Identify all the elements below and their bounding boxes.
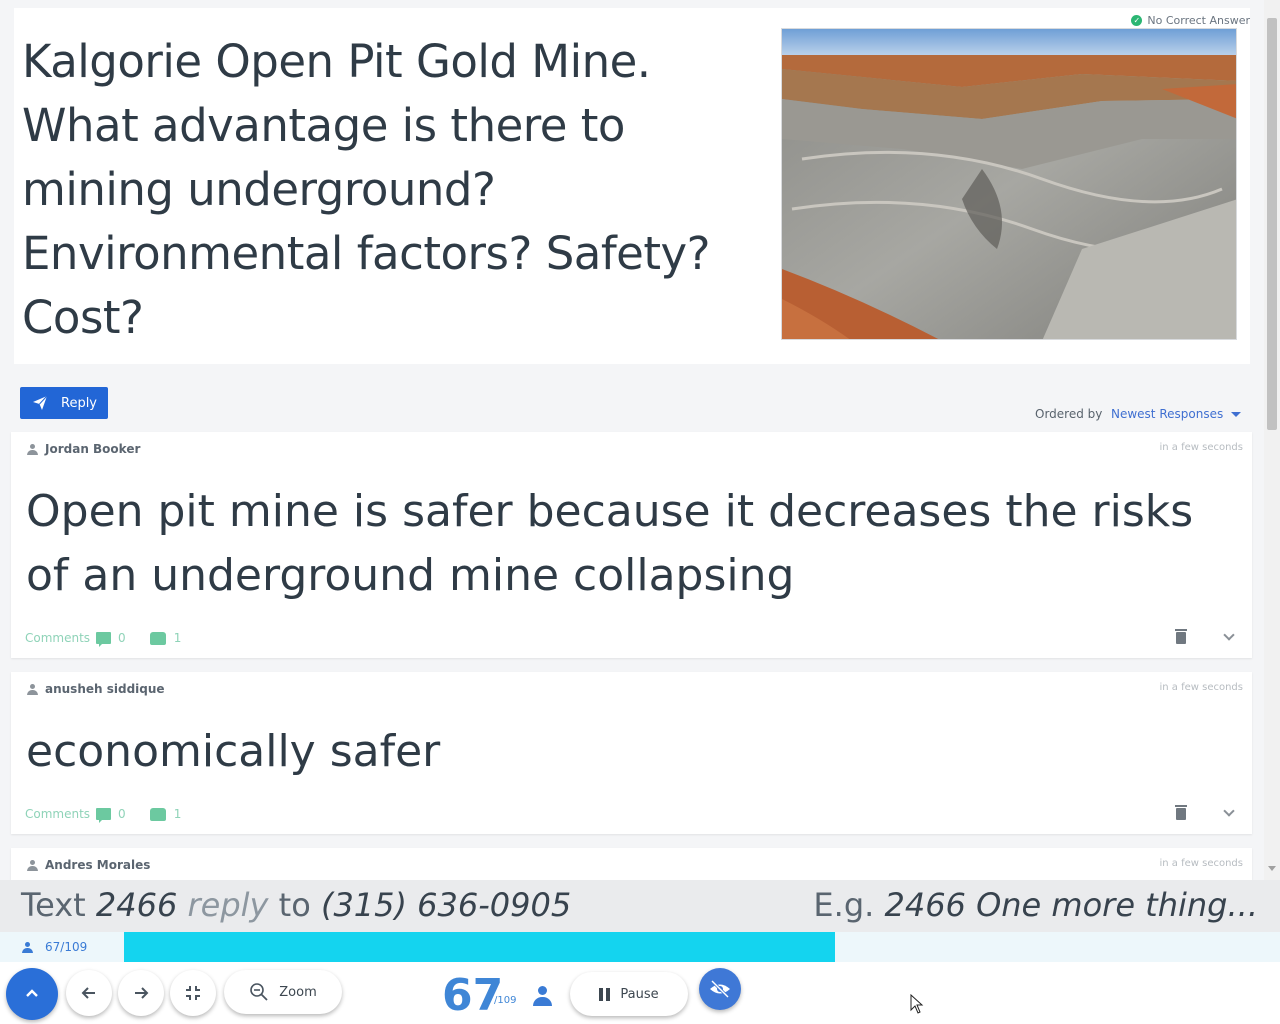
comments-count: 0: [118, 807, 126, 821]
response-author-name: Andres Morales: [45, 858, 151, 872]
arrow-left-icon: [81, 987, 95, 999]
sms-code: 2466: [95, 886, 178, 924]
trash-icon[interactable]: [1175, 629, 1187, 644]
ordered-by-label: Ordered by: [1035, 407, 1103, 421]
comments-link[interactable]: Comments: [25, 807, 91, 821]
reply-button-label: Reply: [61, 395, 98, 411]
response-card: anusheh siddique in a few seconds econom…: [11, 672, 1252, 834]
eye-slash-icon: [710, 980, 730, 998]
pause-label: Pause: [620, 986, 659, 1002]
response-author: Jordan Booker: [27, 442, 140, 456]
compress-icon: [186, 986, 200, 1000]
presenter-controls: Zoom 67 /109 Pause: [0, 962, 1280, 1024]
comments-count: 0: [118, 631, 126, 645]
mouse-cursor-icon: [910, 994, 924, 1014]
like-button[interactable]: 1: [149, 807, 182, 821]
question-card: Kalgorie Open Pit Gold Mine. What advant…: [14, 8, 1250, 364]
exit-fullscreen-button[interactable]: [170, 970, 216, 1016]
person-icon: [27, 683, 38, 695]
sms-eg-word: E.g.: [813, 886, 875, 924]
zoom-out-icon: [250, 983, 268, 1001]
like-button[interactable]: 1: [149, 631, 182, 645]
sms-example: E.g. 2466 One more thing...: [813, 886, 1258, 924]
mine-photo-image: [782, 29, 1236, 339]
scrollbar[interactable]: [1264, 0, 1280, 880]
paper-plane-icon: [33, 395, 48, 410]
response-text: economically safer: [26, 726, 441, 777]
thumbs-up-icon: [149, 807, 166, 821]
response-progress: 67/109: [0, 932, 1280, 962]
sms-reply-word: reply: [187, 886, 269, 924]
progress-fill: [124, 932, 835, 962]
pause-button[interactable]: Pause: [570, 972, 688, 1016]
response-time: in a few seconds: [1159, 682, 1243, 693]
caret-down-icon: [1231, 411, 1242, 417]
hide-responses-button[interactable]: [699, 968, 741, 1010]
question-text: Kalgorie Open Pit Gold Mine. What advant…: [22, 35, 711, 344]
like-count: 1: [173, 631, 182, 645]
ordered-by-value: Newest Responses: [1111, 407, 1224, 421]
trash-icon[interactable]: [1175, 805, 1187, 820]
sms-instructions: Text 2466 reply to (315) 636-0905: [21, 886, 571, 924]
sms-example-text: 2466 One more thing...: [884, 886, 1258, 924]
ordered-by-dropdown[interactable]: Newest Responses: [1111, 407, 1242, 421]
response-time: in a few seconds: [1159, 858, 1243, 869]
person-icon: [27, 443, 38, 455]
expand-button[interactable]: [6, 968, 58, 1020]
scroll-down-arrow-icon[interactable]: [1268, 866, 1276, 871]
like-count: 1: [173, 807, 182, 821]
response-author: Andres Morales: [27, 858, 150, 872]
scrollbar-thumb[interactable]: [1267, 18, 1277, 430]
check-circle-icon: ✓: [1131, 15, 1143, 26]
response-count-big: 67: [442, 970, 504, 1021]
mine-photo: [781, 28, 1237, 340]
response-footer: Comments 0 1: [25, 631, 182, 647]
person-icon: [22, 941, 33, 953]
no-correct-answer-badge: ✓ No Correct Answer: [1131, 14, 1250, 27]
response-card: Andres Morales in a few seconds: [11, 848, 1252, 880]
sms-phone: (315) 636-0905: [320, 886, 572, 924]
previous-button[interactable]: [66, 970, 112, 1016]
person-icon: [532, 986, 552, 1006]
response-count-label: 67/109: [45, 940, 88, 954]
no-correct-answer-label: No Correct Answer: [1147, 14, 1250, 27]
response-text: Open pit mine is safer because it decrea…: [26, 486, 1194, 601]
sms-text-word: Text: [21, 886, 86, 924]
next-button[interactable]: [118, 970, 164, 1016]
response-author: anusheh siddique: [27, 682, 165, 696]
response-author-name: anusheh siddique: [45, 682, 165, 696]
zoom-label: Zoom: [279, 984, 317, 1000]
response-footer: Comments 0 1: [25, 807, 182, 823]
pause-icon: [599, 987, 611, 1001]
comment-icon[interactable]: [96, 632, 112, 647]
response-count-total: /109: [494, 995, 517, 1006]
zoom-button[interactable]: Zoom: [224, 970, 342, 1014]
progress-track: [124, 932, 1280, 962]
response-count: 67/109: [22, 940, 87, 954]
response-author-name: Jordan Booker: [45, 442, 141, 456]
comment-icon[interactable]: [96, 808, 112, 823]
sms-to-word: to: [278, 886, 311, 924]
chevron-up-icon: [26, 989, 38, 997]
thumbs-up-icon: [149, 631, 166, 645]
arrow-right-icon: [135, 987, 149, 999]
response-time: in a few seconds: [1159, 442, 1243, 453]
response-card: Jordan Booker in a few seconds Open pit …: [11, 432, 1252, 658]
person-icon: [27, 859, 38, 871]
reply-button[interactable]: Reply: [20, 387, 108, 419]
comments-link[interactable]: Comments: [25, 631, 91, 645]
chevron-down-icon[interactable]: [1223, 629, 1235, 641]
chevron-down-icon[interactable]: [1223, 805, 1235, 817]
sms-instructions-bar: Text 2466 reply to (315) 636-0905 E.g. 2…: [0, 880, 1280, 932]
